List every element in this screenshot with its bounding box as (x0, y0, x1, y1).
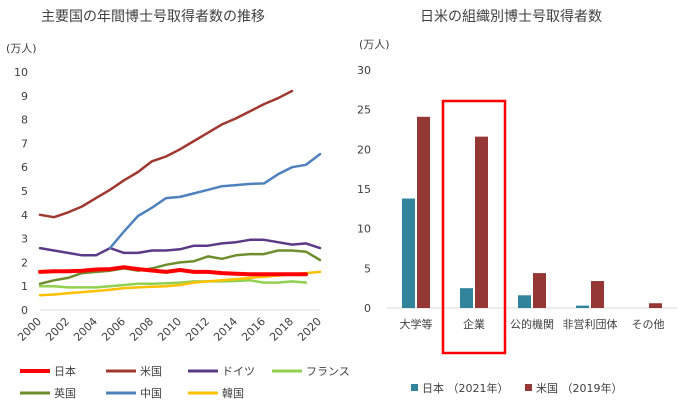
series-line-1 (38, 89, 294, 219)
y-tick-label: 6 (21, 161, 28, 174)
bar-0-0 (402, 198, 415, 308)
legend-label: 英国 (54, 386, 76, 400)
y-tick-label: 3 (21, 233, 28, 246)
series-line-0 (38, 265, 308, 277)
legend-swatch (525, 384, 532, 391)
x-tick-label: 2020 (295, 315, 324, 344)
y-tick-label: 5 (21, 185, 28, 198)
left-y-unit-label: (万人) (6, 42, 37, 55)
bar-0-1 (460, 288, 473, 308)
bar-1-3 (591, 281, 604, 308)
series-line-3 (38, 279, 308, 289)
legend-label: 米国 (140, 365, 162, 378)
legend-label: 韓国 (222, 387, 244, 400)
x-tick-label: 2006 (99, 315, 128, 344)
bar-1-4 (649, 303, 662, 308)
x-tick-label: 2002 (43, 315, 72, 344)
x-tick-label: 2008 (127, 315, 156, 344)
y-tick-label: 4 (21, 209, 28, 222)
series-line-2 (38, 238, 322, 257)
legend-swatch (411, 384, 418, 391)
series-line-4 (38, 249, 322, 286)
legend-label: 日本 (54, 364, 76, 378)
series-line-5 (108, 152, 322, 250)
x-tick-label: 2010 (155, 315, 184, 344)
bar-1-0 (417, 116, 430, 308)
category-label: その他 (632, 318, 665, 331)
category-label: 企業 (463, 317, 485, 331)
left-chart-title: 主要国の年間博士号取得者数の推移 (41, 9, 265, 25)
bar-0-2 (518, 295, 531, 308)
legend-label: ドイツ (222, 365, 255, 378)
legend-label: 中国 (140, 387, 162, 400)
x-tick-label: 2018 (267, 315, 296, 344)
x-tick-label: 2000 (15, 315, 44, 344)
y-tick-label: 10 (14, 66, 28, 79)
line-chart: 0 1 2 3 4 5 6 7 8 9 10 2000 2002 2004 2006 2008 2010 2012… (14, 66, 350, 400)
x-tick-label: 2012 (183, 315, 212, 344)
y-tick-label: 15 (357, 183, 371, 196)
legend-label: 米国 （2019年） (536, 381, 623, 395)
x-tick-label: 2014 (211, 315, 240, 344)
category-label: 非営利団体 (563, 317, 618, 331)
y-tick-label: 0 (364, 302, 371, 315)
x-tick-label: 2016 (239, 315, 268, 344)
left-chart-panel: 主要国の年間博士号取得者数の推移 (万人) 0 1 2 3 4 5 6 7 8 9 10 2000 20… (6, 9, 350, 400)
category-label: 公的機関 (510, 317, 554, 331)
y-tick-label: 8 (21, 114, 28, 127)
bar-0-3 (576, 305, 589, 308)
y-tick-label: 1 (21, 280, 28, 293)
category-label: 大学等 (400, 317, 433, 331)
y-tick-label: 20 (357, 143, 371, 156)
bar-1-2 (533, 273, 546, 308)
y-tick-label: 7 (21, 137, 28, 150)
right-chart-title: 日米の組織別博士号取得者数 (420, 9, 602, 25)
right-y-unit-label: (万人) (359, 38, 390, 51)
x-tick-label: 2004 (71, 315, 100, 344)
bar-1-1 (475, 136, 488, 308)
legend-label: フランス (306, 365, 350, 378)
right-chart-panel: 日米の組織別博士号取得者数 (万人) 0 5 10 15 20 25 30 大学等 企業 公的機関… (345, 0, 686, 408)
legend-label: 日本 （2021年） (422, 381, 509, 395)
highlight-box (441, 99, 507, 355)
y-tick-label: 25 (357, 104, 371, 117)
y-tick-label: 5 (364, 262, 371, 275)
y-tick-label: 30 (357, 64, 371, 77)
y-tick-label: 0 (21, 304, 28, 317)
y-tick-label: 10 (357, 223, 371, 236)
y-tick-label: 2 (21, 256, 28, 269)
y-tick-label: 9 (21, 90, 28, 103)
